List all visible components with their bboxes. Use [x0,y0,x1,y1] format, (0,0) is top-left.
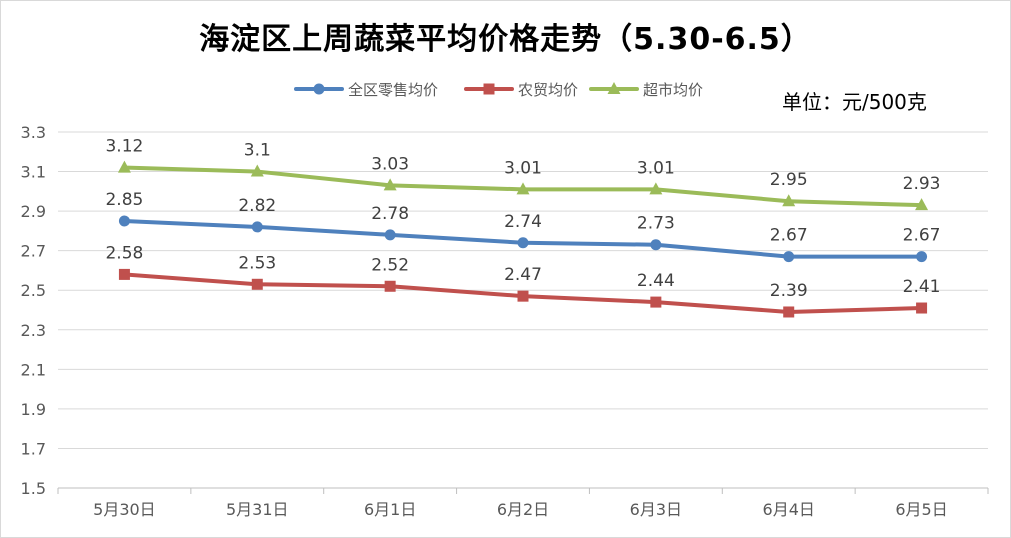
x-tick-label: 5月31日 [226,500,289,519]
gridlines [58,131,988,489]
data-point [650,296,662,308]
data-point [118,215,130,227]
data-point [650,239,662,251]
data-label: 3.01 [637,158,675,178]
y-tick-label: 2.5 [21,281,46,300]
legend-item: 超市均价 [589,81,703,99]
y-tick-label: 3.1 [21,163,46,182]
data-label: 2.52 [371,255,409,275]
legend-marker [607,82,621,94]
y-tick-label: 1.7 [21,439,46,458]
y-tick-label: 2.7 [21,242,46,261]
data-point [251,221,263,233]
x-tick-label: 6月2日 [497,500,549,519]
series-triangle: 3.12 3.1 3.03 3.01 3.01 2.95 2.93 [105,137,941,211]
data-label: 2.58 [105,243,143,263]
y-tick-label: 1.9 [21,400,46,419]
data-point [783,251,795,263]
data-point [517,237,529,249]
data-label: 2.39 [770,281,808,301]
data-label: 2.73 [637,214,675,234]
x-tick-label: 6月4日 [763,500,815,519]
legend-marker [313,83,325,95]
y-tick-label: 2.3 [21,321,46,340]
data-point [915,198,929,211]
legend-label: 农贸均价 [518,81,578,99]
data-point [782,194,796,207]
data-point [649,182,663,195]
data-label: 2.95 [770,170,808,190]
data-point [384,280,396,292]
x-tick-label: 6月5日 [895,500,947,519]
data-label: 2.93 [903,174,941,194]
data-label: 2.85 [105,190,143,210]
data-point [916,302,928,314]
data-label: 2.44 [637,271,675,291]
data-point [517,290,529,302]
series-group: 2.85 2.82 2.78 2.74 2.73 2.67 2.67 2.58 2.53 2.52… [105,137,941,318]
data-point [117,160,131,173]
data-point [916,251,928,263]
unit-note: 单位：元/500克 [782,90,927,114]
data-point [384,229,396,241]
legend-label: 超市均价 [643,81,703,99]
chart-title: 海淀区上周蔬菜平均价格走势（5.30-6.5） [199,22,812,57]
y-tick-label: 2.1 [21,360,46,379]
data-label: 2.67 [903,226,941,246]
data-label: 2.53 [238,253,276,273]
series-circle: 2.85 2.82 2.78 2.74 2.73 2.67 2.67 [105,190,941,263]
data-label: 3.1 [244,141,271,161]
legend: 全区零售均价 农贸均价 超市均价 [294,81,703,99]
data-label: 2.67 [770,226,808,246]
data-label: 2.78 [371,204,409,224]
data-label: 3.03 [371,154,409,174]
x-tick-label: 6月1日 [364,500,416,519]
legend-marker [483,83,495,95]
data-label: 3.01 [504,158,542,178]
legend-label: 全区零售均价 [348,81,438,99]
data-point [383,178,397,191]
x-tick-label: 5月30日 [93,500,156,519]
data-point [251,278,263,290]
series-square: 2.58 2.53 2.52 2.47 2.44 2.39 2.41 [105,243,941,318]
data-label: 2.47 [504,265,542,285]
y-tick-label: 1.5 [21,479,46,498]
data-point [783,306,795,318]
y-tick-label: 3.3 [21,123,46,142]
x-tick-label: 6月3日 [630,500,682,519]
data-label: 2.82 [238,196,276,216]
data-point [250,164,264,177]
legend-item: 农贸均价 [464,81,578,99]
x-axis: 5月30日 5月31日 6月1日 6月2日 6月3日 6月4日 6月5日 [57,488,989,519]
legend-item: 全区零售均价 [294,81,438,99]
data-label: 2.41 [903,277,941,297]
data-point [516,182,530,195]
y-axis: 1.5 1.7 1.9 2.1 2.3 2.5 2.7 2.9 3.1 3.3 [21,123,46,498]
data-label: 3.12 [105,137,143,157]
data-label: 2.74 [504,212,542,232]
data-point [118,268,130,280]
y-tick-label: 2.9 [21,202,46,221]
